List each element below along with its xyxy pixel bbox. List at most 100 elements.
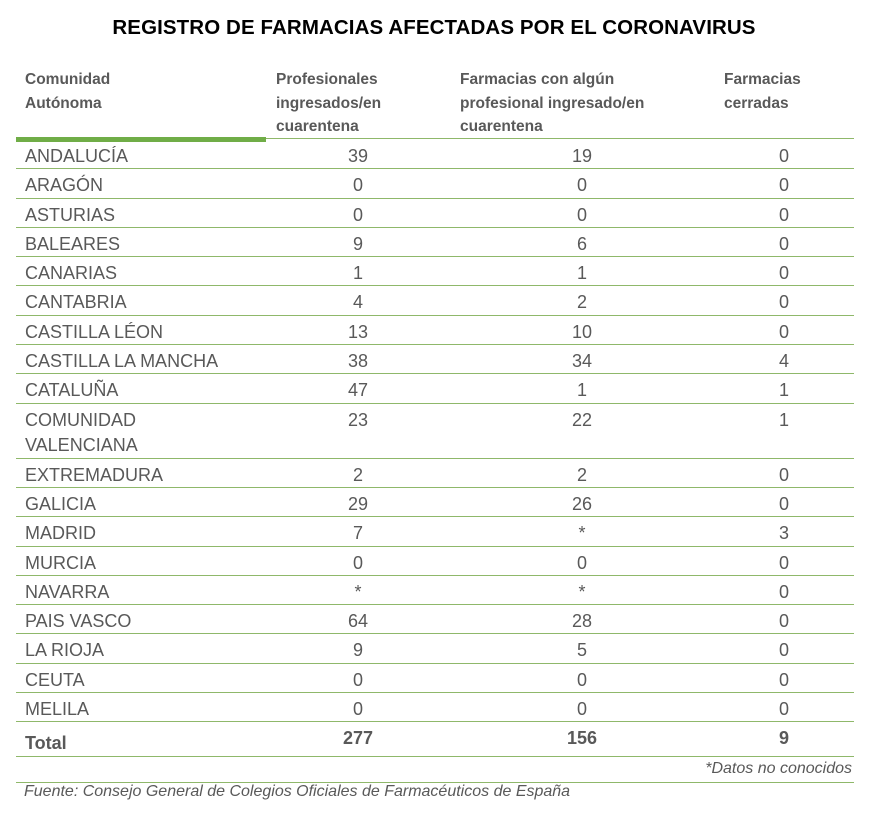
row-farmacias-cerradas: 0 (778, 699, 789, 720)
table-row: LA RIOJA 9 5 0 (16, 634, 854, 664)
header-profesionales: Profesionales ingresados/en cuarentena (276, 71, 382, 135)
row-farmacias-cerradas: 4 (778, 351, 789, 372)
row-farmacias-afectadas: 10 (571, 321, 593, 342)
row-comunidad: CEUTA (25, 669, 85, 690)
row-profesionales: 64 (347, 611, 369, 632)
row-comunidad: GALICIA (25, 493, 97, 514)
pharmacy-table: Comunidad Autónoma Profesionales ingresado… (16, 66, 854, 758)
row-farmacias-afectadas: * (578, 581, 586, 602)
row-comunidad: LA RIOJA (25, 640, 105, 661)
row-comunidad: ARAGÓN (25, 175, 104, 196)
row-profesionales: 47 (347, 380, 369, 401)
row-profesionales: 29 (347, 493, 369, 514)
row-comunidad: MELILA (25, 699, 90, 720)
row-farmacias-afectadas: 5 (576, 640, 587, 661)
row-farmacias-afectadas: 0 (576, 204, 587, 225)
row-comunidad: CATALUÑA (25, 380, 119, 401)
table-row: PAIS VASCO 64 28 0 (16, 605, 854, 635)
row-profesionales: 0 (352, 204, 363, 225)
row-farmacias-afectadas: 1 (576, 380, 587, 401)
row-comunidad: CANARIAS (25, 263, 118, 284)
table-row: CATALUÑA 47 1 1 (16, 374, 854, 404)
row-profesionales: * (354, 581, 362, 602)
row-comunidad: CANTABRIA (25, 292, 127, 313)
footnote: *Datos no conocidos (705, 760, 852, 777)
row-farmacias-afectadas: 19 (571, 146, 593, 166)
total-profesionales: 277 (342, 728, 374, 749)
table-row: ARAGÓN 0 0 0 (16, 169, 854, 199)
table-row: CASTILLA LÉON 13 10 0 (16, 316, 854, 346)
table-row: ASTURIAS 0 0 0 (16, 199, 854, 228)
row-farmacias-cerradas: 0 (778, 640, 789, 661)
row-profesionales: 4 (352, 292, 363, 313)
header-accent-bar (16, 137, 266, 142)
row-profesionales: 0 (352, 175, 363, 196)
header-divider (16, 138, 854, 139)
header-comunidad: Comunidad Autónoma (25, 71, 111, 112)
table-row: CEUTA 0 0 0 (16, 664, 854, 694)
row-comunidad: CASTILLA LÉON (25, 321, 164, 342)
row-profesionales: 9 (352, 233, 363, 254)
row-farmacias-afectadas: * (578, 523, 586, 544)
row-farmacias-cerradas: 3 (778, 523, 789, 544)
row-comunidad: ANDALUCÍA (25, 146, 129, 166)
table-row: GALICIA 29 26 0 (16, 488, 854, 518)
table-row: CANTABRIA 4 2 0 (16, 286, 854, 316)
row-farmacias-afectadas: 0 (576, 699, 587, 720)
footnote-divider (16, 782, 854, 783)
row-farmacias-cerradas: 1 (778, 409, 789, 430)
row-farmacias-afectadas: 2 (576, 464, 587, 485)
row-farmacias-afectadas: 2 (576, 292, 587, 313)
table-header: Comunidad Autónoma Profesionales ingresado… (16, 66, 854, 142)
row-profesionales: 0 (352, 669, 363, 690)
row-farmacias-afectadas: 0 (576, 175, 587, 196)
table-row: EXTREMADURA 2 2 0 (16, 459, 854, 488)
table-row: NAVARRA * * 0 (16, 576, 854, 606)
row-profesionales: 13 (347, 321, 369, 342)
row-profesionales: 7 (352, 523, 363, 544)
row-profesionales: 23 (347, 409, 369, 430)
table-row: CASTILLA LA MANCHA 38 34 4 (16, 345, 854, 375)
row-farmacias-cerradas: 1 (778, 380, 789, 401)
row-profesionales: 2 (352, 464, 363, 485)
row-profesionales: 0 (352, 552, 363, 573)
row-farmacias-cerradas: 0 (778, 464, 789, 485)
row-farmacias-cerradas: 0 (778, 321, 789, 342)
row-profesionales: 38 (347, 351, 369, 372)
header-farmacias-cerradas: Farmacias cerradas (724, 71, 801, 112)
header-farmacias-afectadas: Farmacias con algún profesional ingresado… (460, 71, 645, 135)
row-profesionales: 39 (347, 146, 369, 166)
table-row: MURCIA 0 0 0 (16, 547, 854, 576)
row-farmacias-cerradas: 0 (778, 493, 789, 514)
table-row: MADRID 7 * 3 (16, 517, 854, 547)
row-profesionales: 1 (352, 263, 363, 284)
row-comunidad: NAVARRA (25, 581, 110, 602)
row-comunidad: MURCIA (25, 552, 96, 573)
total-farmacias-cerradas: 9 (778, 728, 789, 749)
page-title: REGISTRO DE FARMACIAS AFECTADAS POR EL C… (112, 16, 756, 39)
row-farmacias-cerradas: 0 (778, 146, 789, 166)
row-farmacias-cerradas: 0 (778, 175, 789, 196)
row-farmacias-cerradas: 0 (778, 581, 789, 602)
total-label: Total (25, 733, 67, 754)
row-comunidad: PAIS VASCO (25, 611, 132, 632)
row-farmacias-afectadas: 1 (576, 263, 587, 284)
row-farmacias-afectadas: 0 (576, 669, 587, 690)
source-credit: Fuente: Consejo General de Colegios Ofic… (24, 783, 571, 800)
row-comunidad: MADRID (25, 523, 96, 544)
row-farmacias-afectadas: 28 (571, 611, 593, 632)
row-farmacias-cerradas: 0 (778, 552, 789, 573)
table-row: COMUNIDAD VALENCIANA 23 22 1 (16, 404, 854, 459)
row-comunidad: COMUNIDAD VALENCIANA (25, 409, 138, 455)
row-comunidad: BALEARES (25, 233, 121, 254)
row-farmacias-afectadas: 34 (571, 351, 593, 372)
row-farmacias-afectadas: 26 (571, 493, 593, 514)
row-farmacias-cerradas: 0 (778, 263, 789, 284)
row-comunidad: CASTILLA LA MANCHA (25, 351, 219, 372)
row-farmacias-cerradas: 0 (778, 204, 789, 225)
table-row: CANARIAS 1 1 0 (16, 257, 854, 287)
table-row: BALEARES 9 6 0 (16, 228, 854, 258)
table-row: MELILA 0 0 0 (16, 693, 854, 723)
row-farmacias-cerradas: 0 (778, 292, 789, 313)
total-farmacias-afectadas: 156 (566, 728, 598, 749)
